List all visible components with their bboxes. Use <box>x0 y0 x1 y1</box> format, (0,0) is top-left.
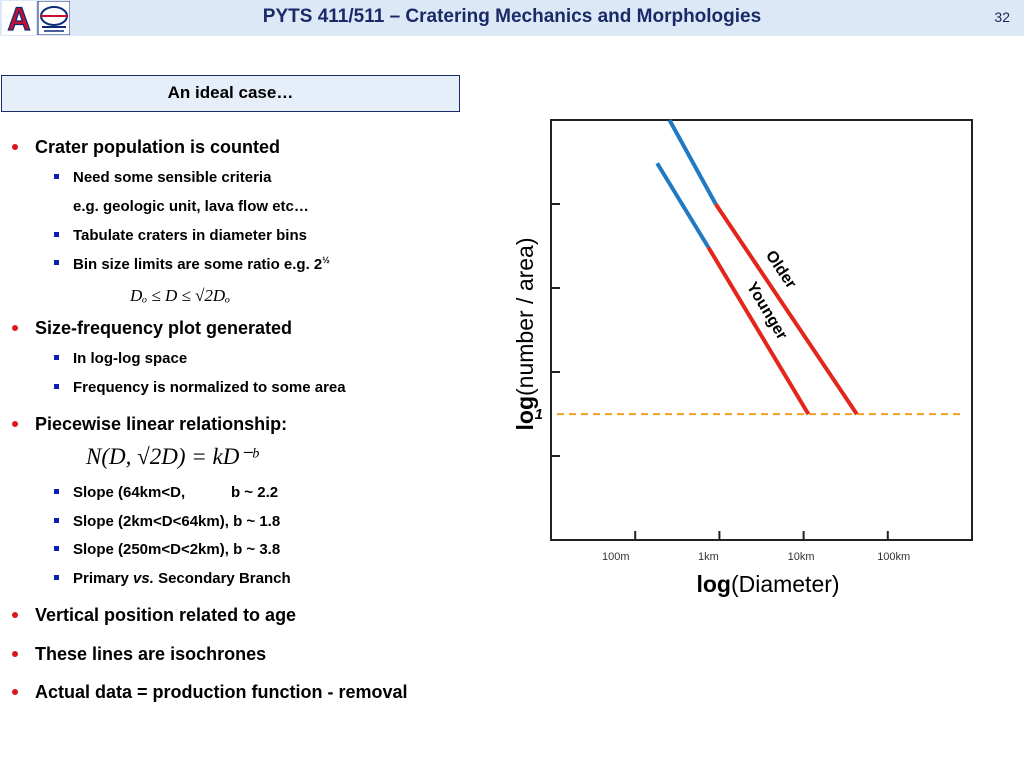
bullet-square-icon <box>54 518 59 523</box>
page-number: 32 <box>994 9 1010 25</box>
university-logo-icon: A <box>2 1 70 35</box>
bullet-square-icon <box>54 355 59 360</box>
bullet-dot-icon <box>12 651 18 657</box>
y-axis-label-rest: (number / area) <box>512 237 538 396</box>
series-line-older-branch-1 <box>667 119 718 206</box>
equation-power-law: N(D, √2D) = kD⁻ᵇ <box>86 444 258 469</box>
bullet-square-icon <box>54 546 59 551</box>
y-tick-label-1: 1 <box>535 406 543 423</box>
bullet-dot-icon <box>12 612 18 618</box>
equation-bin-limits: Dₒ ≤ D ≤ √2Dₒ <box>130 286 231 305</box>
series-line-older-branch-2 <box>714 202 859 416</box>
svg-text:A: A <box>7 1 30 35</box>
bullet-square-icon <box>54 489 59 494</box>
x-axis-label-log: log <box>696 571 731 597</box>
bullet-square-icon <box>54 260 59 265</box>
series-label-younger: Younger <box>743 279 790 342</box>
x-axis-label-rest: (Diameter) <box>731 571 840 597</box>
bullet-square-icon <box>54 232 59 237</box>
size-frequency-chart: 1 100m 1km 10km 100km log(Diameter) log(num… <box>512 119 973 597</box>
bullet-dot-icon <box>12 325 18 331</box>
x-tick-label: 100m <box>602 551 630 563</box>
slide-title: PYTS 411/511 – Cratering Mechanics and M… <box>262 6 762 27</box>
slide-header: A PYTS 411/511 – Cratering Mechanics and… <box>0 0 1024 36</box>
series-line-younger-branch-1 <box>655 162 711 249</box>
series-label-older: Older <box>762 248 799 292</box>
y-axis-label: log(number / area) <box>512 237 538 430</box>
plot-frame <box>550 119 973 541</box>
bullet-square-icon <box>54 384 59 389</box>
series-line-younger-branch-2 <box>706 246 811 416</box>
x-tick-label: 10km <box>788 551 815 563</box>
x-axis-label: log(Diameter) <box>696 571 839 597</box>
bullet-dot-icon <box>12 144 18 150</box>
bullet-dot-icon <box>12 689 18 695</box>
bullet-square-icon <box>54 575 59 580</box>
y-axis-label-log: log <box>512 396 538 431</box>
x-tick-label: 1km <box>698 551 719 563</box>
bullet-dot-icon <box>12 421 18 427</box>
x-tick-label: 100km <box>877 551 910 563</box>
bullet-square-icon <box>54 174 59 179</box>
section-heading-box: An ideal case… <box>1 75 460 112</box>
